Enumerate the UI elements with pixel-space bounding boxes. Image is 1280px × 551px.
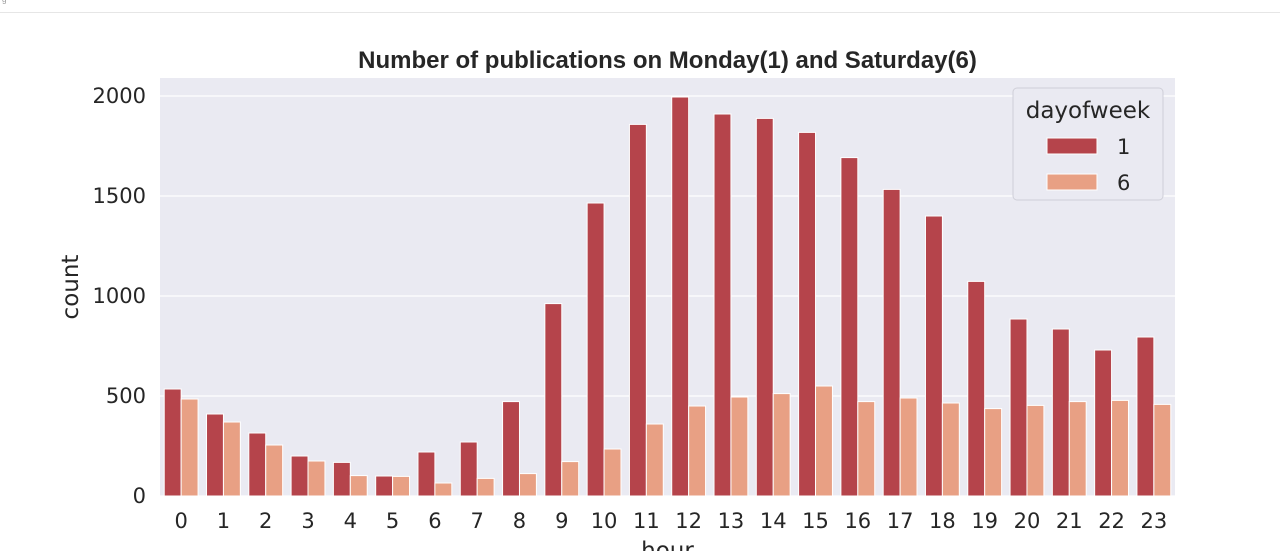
bar-hour-16-day-1 <box>840 157 859 497</box>
x-tick-18: 18 <box>929 509 956 533</box>
x-tick-2: 2 <box>259 509 272 533</box>
legend-items: 16 <box>1046 135 1130 195</box>
x-tick-19: 19 <box>971 509 998 533</box>
x-tick-9: 9 <box>555 509 568 533</box>
bar-hour-19-day-1 <box>967 280 986 497</box>
x-tick-12: 12 <box>675 509 702 533</box>
bar-hour-9-day-6 <box>561 461 580 497</box>
bar-hour-14-day-6 <box>772 393 791 497</box>
y-tick-500: 500 <box>106 384 146 408</box>
bar-hour-3-day-1 <box>290 455 309 497</box>
x-axis-label: hour <box>641 538 694 551</box>
bar-hour-8-day-6 <box>518 473 537 497</box>
x-tick-1: 1 <box>217 509 230 533</box>
x-tick-7: 7 <box>471 509 484 533</box>
bar-hour-23-day-1 <box>1136 336 1155 497</box>
bar-hour-11-day-6 <box>645 423 664 497</box>
bar-hour-15-day-6 <box>815 385 833 497</box>
x-tick-labels: 0 1 2 3 4 5 6 7 8 9 10 11 12 13 14 15 16 17 18 19 20 21 22 23 <box>174 509 1167 533</box>
bar-hour-12-day-6 <box>688 405 707 497</box>
x-tick-11: 11 <box>633 509 660 533</box>
bar-hour-8-day-1 <box>502 401 520 497</box>
bar-hour-23-day-6 <box>1153 403 1172 497</box>
bar-hour-10-day-6 <box>603 448 622 497</box>
bar-hour-15-day-1 <box>798 131 817 497</box>
bar-hour-5-day-1 <box>375 475 394 497</box>
bar-hour-16-day-6 <box>857 401 876 497</box>
legend-label-1: 1 <box>1117 135 1130 159</box>
x-tick-22: 22 <box>1098 509 1125 533</box>
bar-hour-0-day-6 <box>180 398 199 497</box>
y-axis-label: count <box>58 255 84 320</box>
legend-label-6: 6 <box>1117 171 1130 195</box>
bar-hour-9-day-1 <box>544 303 563 497</box>
chart-title: Number of publications on Monday(1) and … <box>358 47 977 74</box>
bar-hour-17-day-1 <box>882 188 901 497</box>
x-tick-17: 17 <box>887 509 914 533</box>
bar-hour-14-day-1 <box>755 117 774 497</box>
bar-hour-1-day-6 <box>222 421 241 497</box>
bar-hour-13-day-1 <box>713 113 732 497</box>
bars <box>163 96 1172 497</box>
bar-hour-18-day-6 <box>941 402 960 497</box>
bar-hour-3-day-6 <box>307 460 326 497</box>
x-tick-6: 6 <box>428 509 441 533</box>
legend: dayofweek 16 <box>1012 87 1164 201</box>
x-tick-5: 5 <box>386 509 399 533</box>
legend-swatch-1 <box>1046 137 1098 155</box>
grid-lines <box>160 95 1175 497</box>
window-top-strip: ᵍ <box>0 0 1280 13</box>
bar-hour-2-day-6 <box>265 444 284 497</box>
bar-hour-13-day-6 <box>730 396 749 497</box>
bar-hour-20-day-6 <box>1026 404 1045 497</box>
y-tick-1000: 1000 <box>93 284 146 308</box>
bar-hour-22-day-1 <box>1094 349 1113 497</box>
x-tick-16: 16 <box>844 509 871 533</box>
bar-hour-6-day-6 <box>434 482 453 497</box>
bar-hour-0-day-1 <box>163 388 182 497</box>
plot-area <box>160 78 1175 496</box>
x-tick-3: 3 <box>301 509 314 533</box>
bar-hour-6-day-1 <box>417 451 436 497</box>
bar-hour-7-day-6 <box>476 477 495 497</box>
bar-hour-7-day-1 <box>459 441 478 497</box>
bar-hour-21-day-6 <box>1068 401 1087 497</box>
bar-hour-17-day-6 <box>899 397 918 497</box>
bar-hour-2-day-1 <box>248 432 267 497</box>
x-tick-8: 8 <box>513 509 526 533</box>
x-tick-4: 4 <box>344 509 357 533</box>
bar-hour-20-day-1 <box>1009 318 1028 497</box>
bar-hour-1-day-1 <box>206 413 224 497</box>
y-tick-labels: 0 500 1000 1500 2000 <box>93 84 146 508</box>
x-tick-15: 15 <box>802 509 829 533</box>
x-tick-10: 10 <box>591 509 618 533</box>
y-tick-1500: 1500 <box>93 184 146 208</box>
x-tick-13: 13 <box>718 509 745 533</box>
legend-title: dayofweek <box>1026 98 1151 124</box>
bar-hour-18-day-1 <box>924 215 943 497</box>
bar-hour-11-day-1 <box>628 123 647 497</box>
bar-hour-4-day-1 <box>332 461 351 497</box>
bar-hour-5-day-6 <box>392 475 411 497</box>
x-tick-0: 0 <box>174 509 187 533</box>
bar-hour-22-day-6 <box>1111 399 1129 497</box>
bar-hour-21-day-1 <box>1051 328 1070 497</box>
x-tick-14: 14 <box>760 509 787 533</box>
x-tick-23: 23 <box>1140 509 1167 533</box>
legend-swatch-6 <box>1046 173 1098 191</box>
bar-hour-4-day-6 <box>349 475 368 497</box>
bar-hour-19-day-6 <box>984 408 1003 497</box>
y-tick-0: 0 <box>133 484 146 508</box>
bar-hour-10-day-1 <box>586 202 605 497</box>
toolbar-glyph-icon: ᵍ <box>2 0 7 8</box>
y-tick-2000: 2000 <box>93 84 146 108</box>
bar-hour-12-day-1 <box>671 96 690 497</box>
x-tick-20: 20 <box>1014 509 1041 533</box>
x-tick-21: 21 <box>1056 509 1083 533</box>
